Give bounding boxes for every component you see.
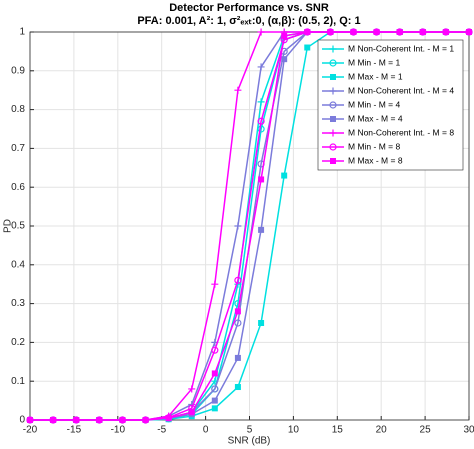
marker	[257, 28, 265, 36]
chart-subtitle: PFA: 0.001, A²: 1, σ²ₑₓₜ:0, (α,β): (0.5,…	[137, 15, 360, 27]
marker	[119, 417, 126, 423]
y-tick-label: 0.5	[11, 221, 25, 232]
y-axis-label: PD	[3, 219, 14, 233]
x-tick-label: -20	[23, 425, 38, 436]
x-tick-label: -10	[111, 425, 126, 436]
marker	[258, 320, 265, 326]
y-tick-label: 0.1	[11, 376, 25, 387]
marker	[442, 29, 449, 35]
marker	[234, 384, 241, 391]
marker	[466, 29, 472, 35]
y-tick-label: 0.6	[11, 182, 25, 193]
marker	[211, 346, 219, 354]
marker	[257, 98, 265, 106]
marker	[281, 32, 288, 39]
series-line	[30, 31, 469, 421]
marker	[396, 29, 403, 35]
marker	[211, 370, 218, 377]
marker	[419, 29, 426, 35]
x-tick-label: -15	[67, 425, 82, 436]
legend-label: M Non-Coherent Int. - M = 8	[348, 127, 454, 137]
marker	[50, 417, 57, 423]
y-tick-label: 0	[19, 415, 25, 426]
legend-label: M Non-Coherent Int. - M = 1	[348, 43, 454, 53]
marker	[329, 87, 337, 95]
marker	[304, 44, 311, 51]
marker	[330, 158, 336, 164]
x-tick-label: 5	[247, 425, 253, 436]
marker	[329, 143, 337, 151]
axes-box	[29, 31, 470, 421]
marker	[330, 116, 336, 122]
marker	[373, 29, 380, 35]
y-tick-label: 0.7	[11, 143, 25, 154]
marker	[257, 63, 265, 71]
x-axis-label: SNR (dB)	[228, 436, 271, 447]
marker	[165, 415, 172, 422]
marker	[188, 409, 195, 416]
y-tick-label: 0.4	[11, 259, 25, 270]
marker	[329, 101, 337, 109]
y-tick-label: 0.9	[11, 65, 25, 76]
x-tick-label: 15	[332, 425, 344, 436]
marker	[258, 226, 265, 233]
marker	[142, 417, 149, 423]
legend-label: M Max - M = 1	[348, 71, 403, 81]
legend: M Non-Coherent Int. - M = 1 M Min - M = 1…	[317, 39, 464, 171]
marker	[211, 385, 219, 393]
y-tick-label: 1	[19, 27, 25, 38]
marker	[281, 56, 288, 63]
x-tick-label: 0	[203, 425, 209, 436]
marker	[304, 29, 311, 35]
marker	[234, 354, 241, 361]
marker	[234, 222, 242, 230]
marker	[258, 176, 265, 183]
marker	[329, 45, 337, 53]
marker	[330, 74, 336, 80]
marker	[327, 29, 334, 35]
marker	[188, 385, 196, 393]
marker	[27, 417, 33, 423]
marker	[257, 117, 265, 125]
marker	[211, 397, 218, 404]
legend-label: M Max - M = 4	[348, 113, 403, 123]
y-tick-label: 0.3	[11, 298, 25, 309]
legend-label: M Min - M = 4	[348, 99, 400, 109]
y-tick-label: 0.8	[11, 104, 25, 115]
x-tick-label: -5	[157, 425, 166, 436]
x-tick-label: 20	[376, 425, 388, 436]
marker	[96, 417, 103, 423]
marker	[329, 59, 337, 67]
marker	[329, 129, 337, 137]
marker	[350, 29, 357, 35]
x-tick-label: 10	[288, 425, 300, 436]
x-tick-label: 30	[463, 425, 474, 436]
legend-label: M Max - M = 8	[348, 155, 403, 165]
chart-title: Detector Performance vs. SNR	[169, 2, 329, 14]
marker	[234, 319, 242, 327]
marker	[234, 276, 242, 284]
marker	[211, 405, 218, 412]
legend-label: M Non-Coherent Int. - M = 4	[348, 85, 454, 95]
y-tick-label: 0.2	[11, 337, 25, 348]
marker	[73, 417, 80, 423]
marker	[234, 86, 242, 94]
marker	[234, 308, 241, 315]
x-tick-label: 25	[420, 425, 432, 436]
marker	[211, 280, 219, 288]
legend-label: M Min - M = 1	[348, 57, 400, 67]
legend-label: M Min - M = 8	[348, 141, 400, 151]
marker	[281, 172, 288, 179]
